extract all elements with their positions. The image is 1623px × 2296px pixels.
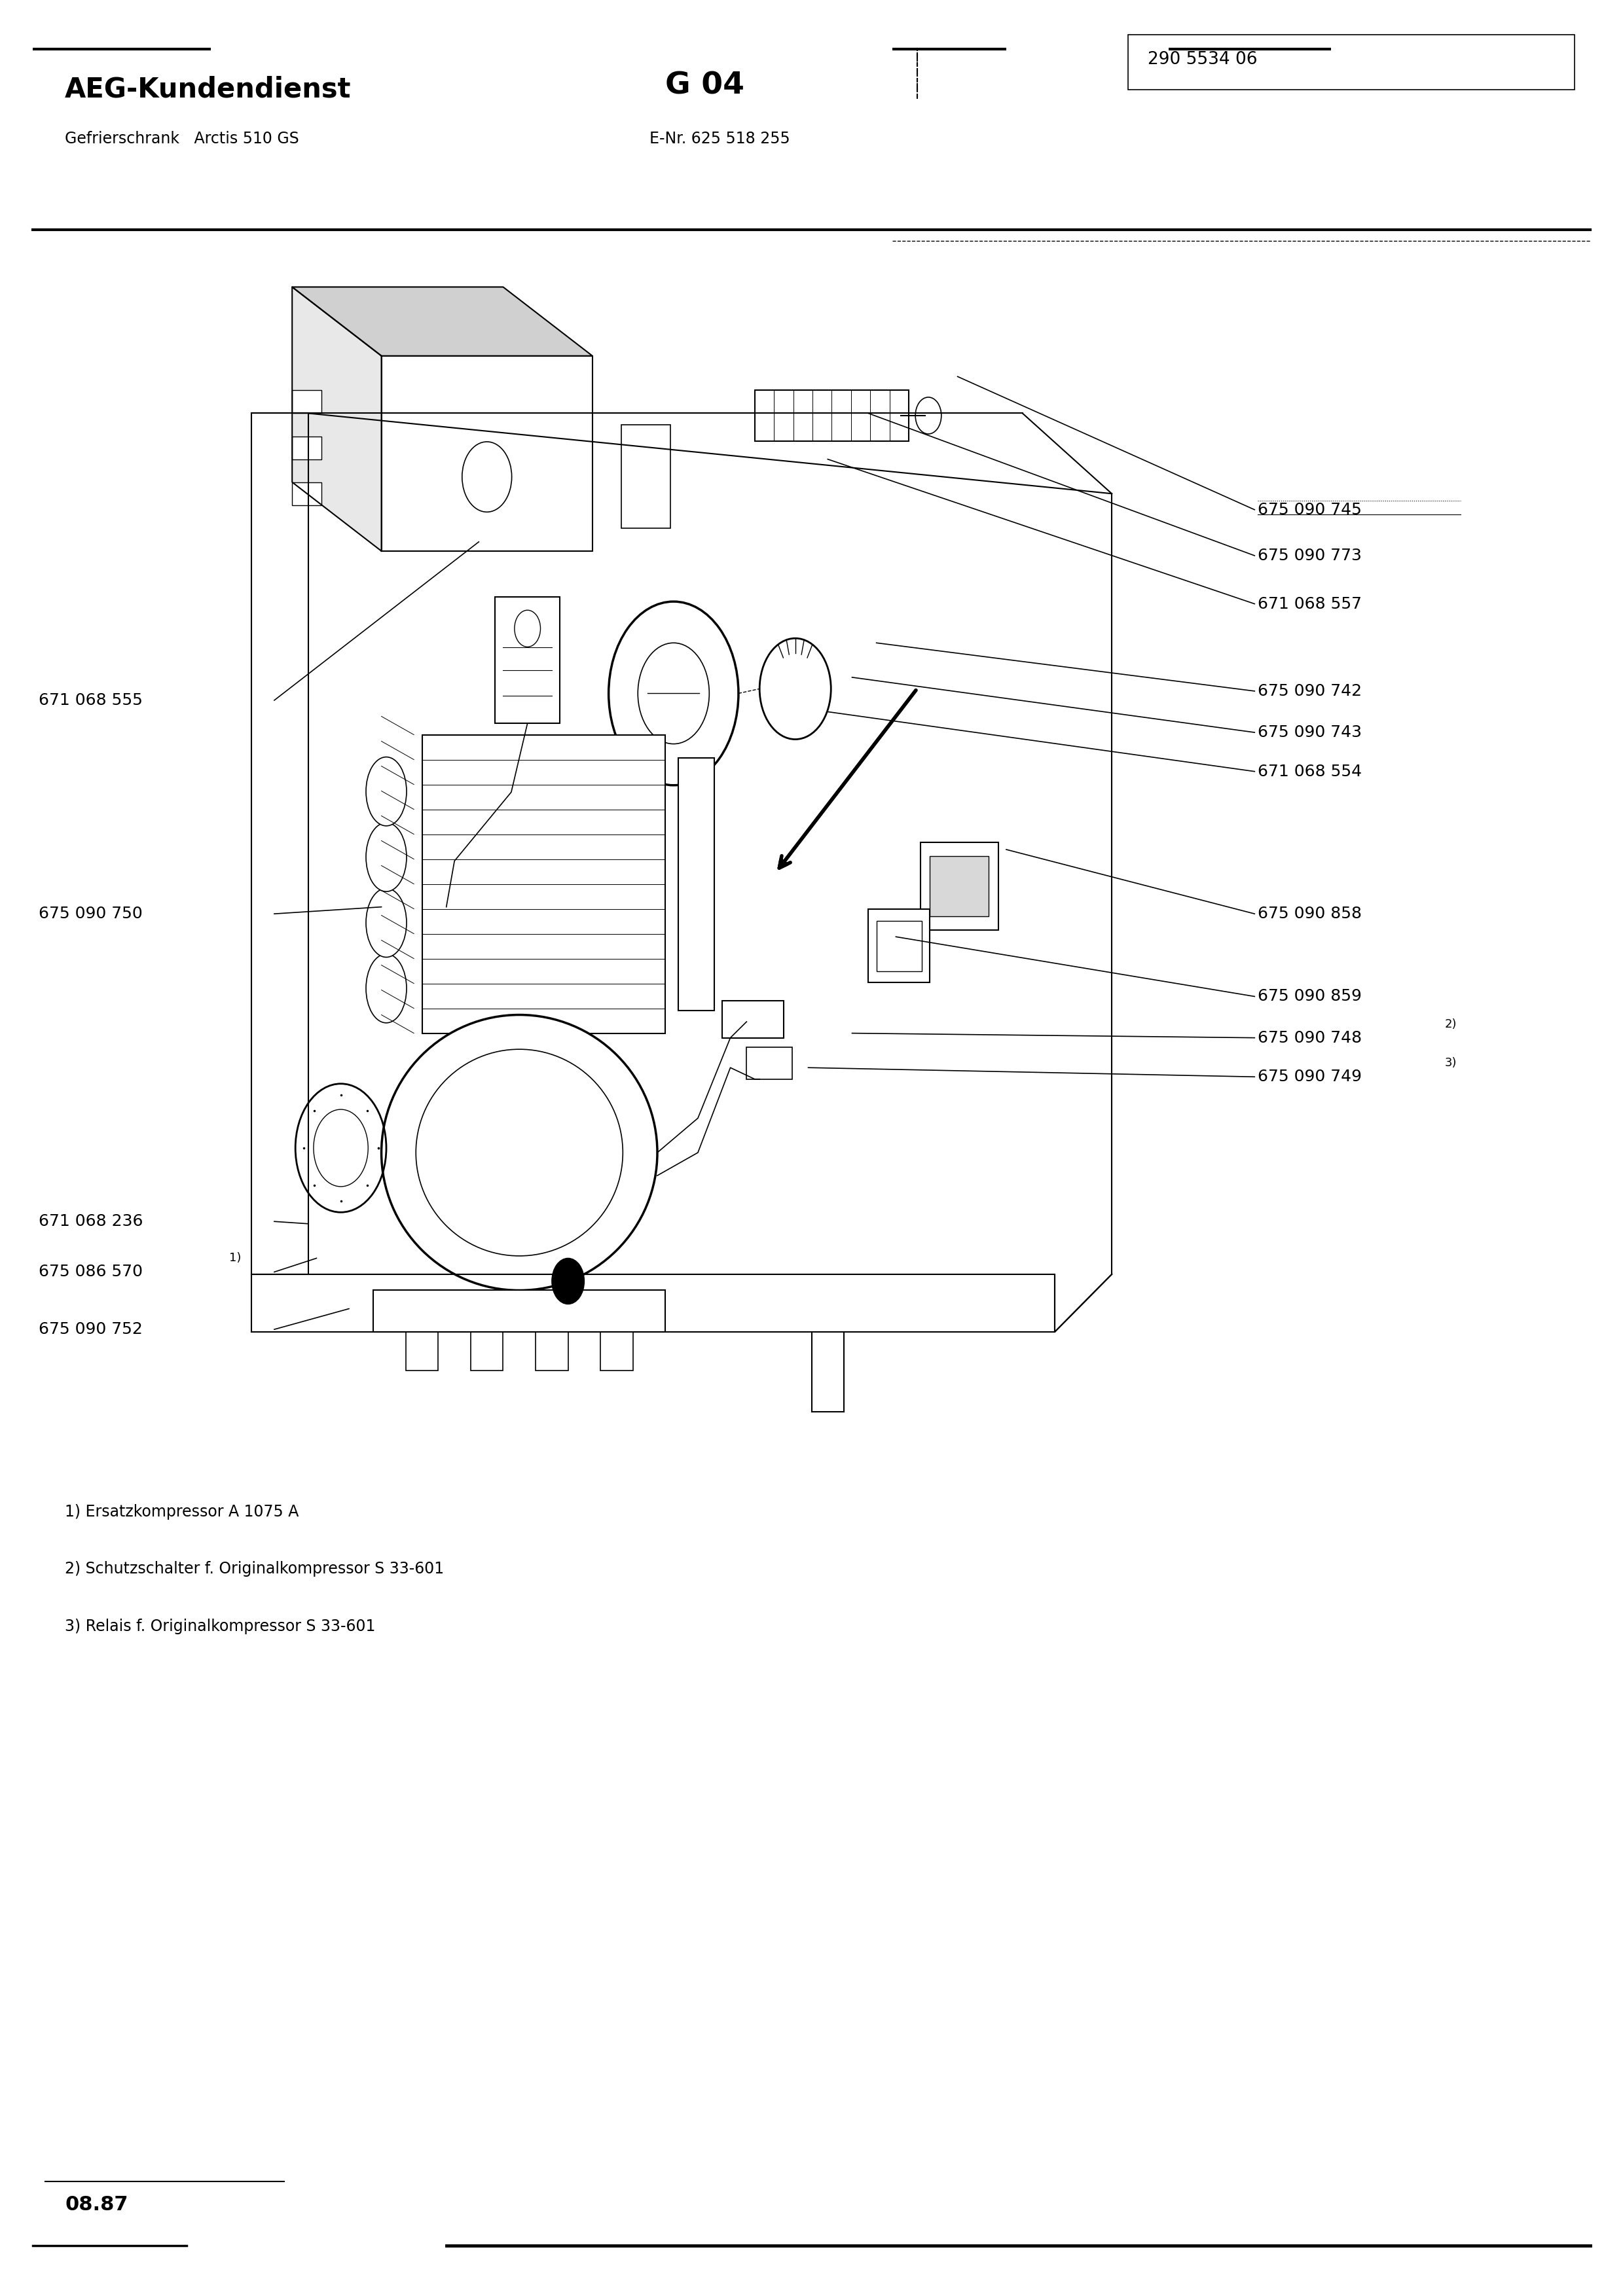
- Text: E-Nr. 625 518 255: E-Nr. 625 518 255: [649, 131, 790, 147]
- Bar: [920, 843, 998, 930]
- Bar: [292, 482, 321, 505]
- Text: 675 090 745: 675 090 745: [1258, 503, 1362, 517]
- Text: 1) Ersatzkompressor A 1075 A: 1) Ersatzkompressor A 1075 A: [65, 1504, 299, 1520]
- Text: AEG-Kundendienst: AEG-Kundendienst: [65, 76, 351, 103]
- Text: 675 090 752: 675 090 752: [39, 1322, 143, 1336]
- Text: 675 090 750: 675 090 750: [39, 907, 143, 921]
- Circle shape: [552, 1258, 584, 1304]
- Bar: [868, 909, 930, 983]
- Text: 671 068 236: 671 068 236: [39, 1215, 143, 1228]
- Text: 671 068 554: 671 068 554: [1258, 765, 1362, 778]
- Bar: [747, 1047, 792, 1079]
- Ellipse shape: [367, 955, 406, 1022]
- Text: 671 068 557: 671 068 557: [1258, 597, 1362, 611]
- Ellipse shape: [367, 889, 406, 957]
- Text: 675 090 859: 675 090 859: [1258, 990, 1362, 1003]
- Text: 675 090 743: 675 090 743: [1258, 726, 1362, 739]
- Text: 290 5534 06: 290 5534 06: [1147, 51, 1258, 69]
- Text: 1): 1): [229, 1251, 240, 1265]
- Text: 08.87: 08.87: [65, 2195, 128, 2213]
- Bar: [601, 1332, 633, 1371]
- Text: 3) Relais f. Originalkompressor S 33-601: 3) Relais f. Originalkompressor S 33-601: [65, 1619, 375, 1635]
- Bar: [406, 1332, 438, 1371]
- Bar: [471, 1332, 503, 1371]
- Bar: [292, 436, 321, 459]
- Bar: [536, 1332, 568, 1371]
- Bar: [422, 735, 665, 1033]
- Text: 2): 2): [1444, 1017, 1456, 1031]
- Polygon shape: [292, 287, 381, 551]
- Ellipse shape: [367, 822, 406, 891]
- Text: 675 090 742: 675 090 742: [1258, 684, 1362, 698]
- Text: 675 090 749: 675 090 749: [1258, 1070, 1362, 1084]
- Bar: [381, 356, 592, 551]
- Text: 3): 3): [1444, 1056, 1456, 1070]
- Text: 675 086 570: 675 086 570: [39, 1265, 143, 1279]
- Text: 2) Schutzschalter f. Originalkompressor S 33-601: 2) Schutzschalter f. Originalkompressor …: [65, 1561, 445, 1577]
- Text: 675 090 858: 675 090 858: [1258, 907, 1362, 921]
- Bar: [373, 1290, 665, 1332]
- Ellipse shape: [415, 1049, 623, 1256]
- Text: G 04: G 04: [665, 71, 745, 101]
- Bar: [622, 425, 670, 528]
- Bar: [755, 390, 909, 441]
- Bar: [930, 856, 988, 916]
- Bar: [678, 758, 714, 1010]
- Bar: [1128, 34, 1574, 90]
- Bar: [876, 921, 922, 971]
- Bar: [292, 390, 321, 413]
- Text: 675 090 773: 675 090 773: [1258, 549, 1362, 563]
- Ellipse shape: [381, 1015, 657, 1290]
- Text: 675 090 748: 675 090 748: [1258, 1031, 1362, 1045]
- Polygon shape: [292, 287, 592, 356]
- Bar: [495, 597, 560, 723]
- Text: 671 068 555: 671 068 555: [39, 693, 143, 707]
- Bar: [722, 1001, 784, 1038]
- Ellipse shape: [367, 758, 406, 827]
- Text: Gefrierschrank   Arctis 510 GS: Gefrierschrank Arctis 510 GS: [65, 131, 299, 147]
